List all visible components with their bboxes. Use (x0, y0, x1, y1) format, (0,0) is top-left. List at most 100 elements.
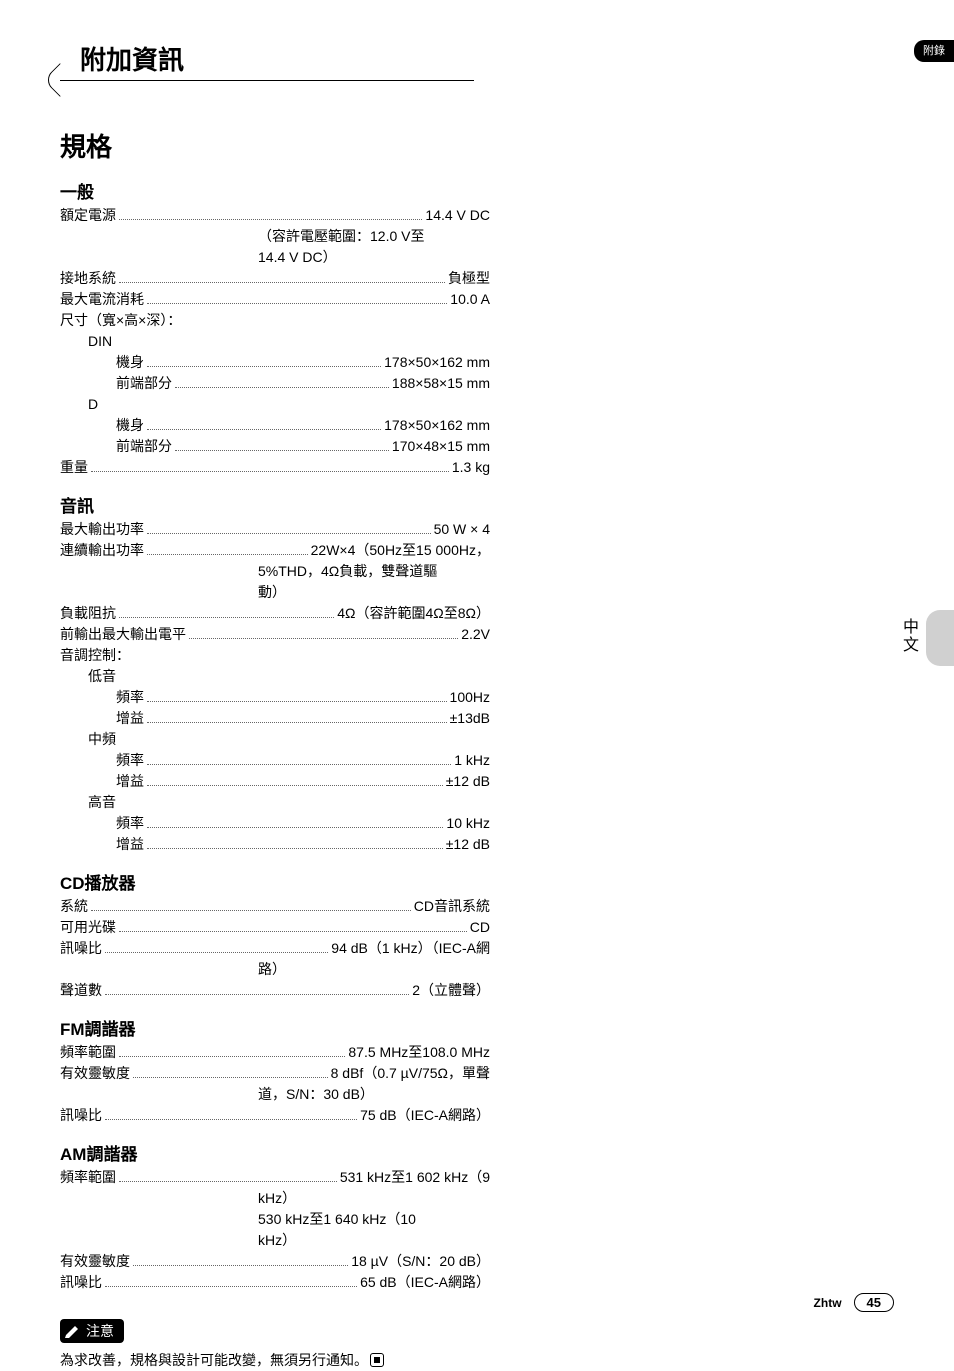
spec-row: 聲道數2（立體聲） (60, 980, 490, 1001)
spec-row: 前輸出最大輸出電平 2.2V (60, 624, 490, 645)
note-header-text: 注意 (86, 1321, 114, 1341)
spec-value: 8 dBf（0.7 µV/75Ω，單聲 (331, 1063, 490, 1084)
spec-label: 頻率範圍 (60, 1042, 116, 1063)
spec-label: 有效靈敏度 (60, 1251, 130, 1272)
spec-continuation: 路） (60, 959, 490, 980)
leader-dots (189, 638, 458, 639)
spec-label: 訊噪比 (60, 938, 102, 959)
leader-dots (91, 910, 411, 911)
section-head: FM調諧器 (60, 1015, 490, 1040)
spec-row: 最大輸出功率 50 W × 4 (60, 519, 490, 540)
header: 附加資訊 (60, 40, 894, 77)
leader-dots (91, 471, 449, 472)
spec-row: 頻率範圍531 kHz至1 602 kHz（9 (60, 1167, 490, 1188)
spec-row: 頻率 100Hz (60, 687, 490, 708)
spec-label: 最大輸出功率 (60, 519, 144, 540)
spec-value: CD音訊系統 (414, 896, 490, 917)
spec-row: 訊噪比 75 dB（IEC-A網路） (60, 1105, 490, 1126)
spec-row: 增益±12 dB (60, 834, 490, 855)
leader-dots (105, 994, 409, 995)
spec-label: 前端部分 (116, 373, 172, 394)
spec-value: 18 µV（S/N：20 dB） (351, 1251, 490, 1272)
spec-continuation: （容許電壓範圍：12.0 V至 (60, 226, 490, 247)
spec-text: 尺寸（寬×高×深）： (60, 310, 490, 331)
leader-dots (133, 1265, 348, 1266)
spec-value: 1 kHz (454, 750, 490, 771)
spec-row: 頻率10 kHz (60, 813, 490, 834)
spec-label: 頻率 (116, 687, 144, 708)
spec-continuation: kHz） (60, 1230, 490, 1251)
spec-row: 連續輸出功率22W×4（50Hz至15 000Hz， (60, 540, 490, 561)
spec-label: 增益 (116, 834, 144, 855)
spec-label: 前輸出最大輸出電平 (60, 624, 186, 645)
section-tab: 附錄 (914, 40, 954, 62)
spec-row: 額定電源14.4 V DC (60, 205, 490, 226)
spec-value: 2.2V (461, 624, 490, 645)
spec-label: 重量 (60, 457, 88, 478)
spec-label: 頻率 (116, 750, 144, 771)
spec-label: 增益 (116, 708, 144, 729)
spec-text: 中頻 (60, 729, 490, 750)
leader-dots (147, 722, 447, 723)
spec-label: 機身 (116, 352, 144, 373)
section-head: 音訊 (60, 492, 490, 517)
footer-page: 45 (854, 1293, 894, 1312)
note-body-text: 為求改善，規格與設計可能改變，無須另行通知。 (60, 1352, 368, 1368)
leader-dots (175, 387, 389, 388)
specs-column: 一般額定電源14.4 V DC（容許電壓範圍：12.0 V至14.4 V DC）… (60, 178, 490, 1293)
spec-continuation: 530 kHz至1 640 kHz（10 (60, 1209, 490, 1230)
spec-continuation: 動） (60, 582, 490, 603)
main-title: 規格 (60, 127, 894, 164)
spec-label: 增益 (116, 771, 144, 792)
spec-row: 負載阻抗4Ω（容許範圍4Ω至8Ω） (60, 603, 490, 624)
spec-value: 4Ω（容許範圍4Ω至8Ω） (337, 603, 490, 624)
spec-value: 170×48×15 mm (392, 436, 490, 457)
spec-value: ±13dB (450, 708, 490, 729)
note-header: 注意 (60, 1319, 124, 1343)
spec-value: 100Hz (450, 687, 490, 708)
leader-dots (147, 533, 431, 534)
note-body: 為求改善，規格與設計可能改變，無須另行通知。 (60, 1349, 894, 1371)
spec-continuation: 14.4 V DC） (60, 247, 490, 268)
footer-lang: Zhtw (814, 1296, 842, 1310)
spec-row: 頻率 1 kHz (60, 750, 490, 771)
spec-label: 最大電流消耗 (60, 289, 144, 310)
leader-dots (119, 931, 467, 932)
spec-row: 接地系統負極型 (60, 268, 490, 289)
spec-value: 50 W × 4 (434, 519, 490, 540)
leader-dots (147, 303, 447, 304)
spec-value: 75 dB（IEC-A網路） (360, 1105, 490, 1126)
spec-value: 14.4 V DC (425, 205, 490, 226)
spec-label: 機身 (116, 415, 144, 436)
leader-dots (105, 1119, 357, 1120)
spec-row: 重量 1.3 kg (60, 457, 490, 478)
spec-label: 聲道數 (60, 980, 102, 1001)
leader-dots (147, 827, 443, 828)
footer: Zhtw 45 (814, 1293, 894, 1312)
spec-label: 訊噪比 (60, 1105, 102, 1126)
spec-label: 頻率 (116, 813, 144, 834)
spec-continuation: 道，S/N：30 dB） (60, 1084, 490, 1105)
spec-row: 訊噪比94 dB（1 kHz）（IEC-A網 (60, 938, 490, 959)
leader-dots (133, 1077, 328, 1078)
leader-dots (119, 1181, 337, 1182)
spec-value: 531 kHz至1 602 kHz（9 (340, 1167, 490, 1188)
leader-dots (119, 219, 422, 220)
spec-value: 178×50×162 mm (384, 352, 490, 373)
spec-row: 機身178×50×162 mm (60, 415, 490, 436)
spec-row: 頻率範圍 87.5 MHz至108.0 MHz (60, 1042, 490, 1063)
spec-value: 負極型 (448, 268, 490, 289)
spec-value: 1.3 kg (452, 457, 490, 478)
spec-label: 可用光碟 (60, 917, 116, 938)
spec-value: 65 dB（IEC-A網路） (360, 1272, 490, 1293)
spec-continuation: 5%THD，4Ω負載，雙聲道驅 (60, 561, 490, 582)
spec-value: 22W×4（50Hz至15 000Hz， (311, 540, 490, 561)
spec-row: 有效靈敏度8 dBf（0.7 µV/75Ω，單聲 (60, 1063, 490, 1084)
spec-value: CD (470, 917, 490, 938)
spec-value: 10.0 A (450, 289, 490, 310)
leader-dots (147, 429, 381, 430)
leader-dots (147, 785, 443, 786)
spec-row: 增益±12 dB (60, 771, 490, 792)
spec-value: 87.5 MHz至108.0 MHz (348, 1042, 490, 1063)
spec-row: 訊噪比65 dB（IEC-A網路） (60, 1272, 490, 1293)
